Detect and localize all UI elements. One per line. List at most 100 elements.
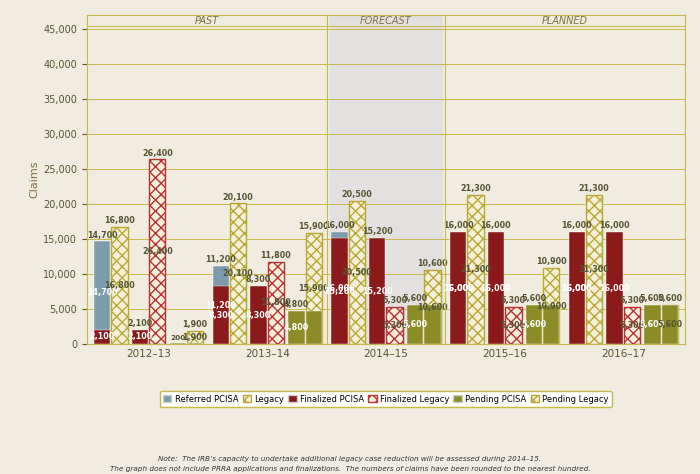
- Text: 5,300: 5,300: [620, 321, 645, 330]
- Bar: [331, 232, 348, 344]
- Text: 20,500: 20,500: [342, 190, 372, 199]
- Bar: [407, 305, 424, 344]
- Bar: [111, 227, 127, 344]
- Text: 16,000: 16,000: [324, 221, 355, 230]
- Text: 15,200: 15,200: [362, 287, 393, 296]
- Text: 20,100: 20,100: [223, 269, 253, 278]
- Bar: [586, 195, 603, 344]
- Bar: [543, 268, 559, 344]
- Bar: [213, 266, 229, 344]
- Text: 15,900: 15,900: [298, 284, 329, 293]
- Bar: [662, 305, 678, 344]
- Text: 5,300: 5,300: [500, 321, 526, 330]
- Text: 11,800: 11,800: [260, 299, 291, 308]
- Bar: [251, 286, 267, 344]
- Text: 16,000: 16,000: [561, 221, 592, 230]
- Bar: [187, 331, 203, 344]
- Bar: [305, 233, 322, 344]
- Text: 5,600: 5,600: [657, 294, 682, 303]
- Text: 8,300: 8,300: [246, 311, 271, 320]
- Text: 5,300: 5,300: [382, 296, 407, 305]
- Text: 11,200: 11,200: [205, 301, 236, 310]
- Bar: [331, 238, 348, 344]
- Bar: [349, 201, 365, 344]
- Bar: [568, 232, 585, 344]
- Text: 14,700: 14,700: [87, 230, 118, 239]
- Bar: [267, 262, 284, 344]
- Text: 5,600: 5,600: [522, 294, 546, 303]
- Bar: [468, 195, 484, 344]
- Text: 20,100: 20,100: [223, 193, 253, 202]
- Bar: [505, 307, 522, 344]
- Text: 5,600: 5,600: [657, 320, 682, 329]
- Bar: [488, 232, 504, 344]
- Text: 16,000: 16,000: [561, 284, 592, 293]
- Text: 15,200: 15,200: [324, 287, 355, 296]
- Legend: Referred PCISA, Legacy, Finalized PCISA, Finalized Legacy, Pending PCISA, Pendin: Referred PCISA, Legacy, Finalized PCISA,…: [160, 392, 612, 407]
- Text: 1,900: 1,900: [183, 333, 208, 342]
- Text: PAST: PAST: [195, 16, 219, 26]
- Text: 5,600: 5,600: [402, 320, 428, 329]
- Text: 8,300: 8,300: [208, 311, 233, 320]
- Text: 21,300: 21,300: [579, 265, 610, 274]
- Text: PLANNED: PLANNED: [542, 16, 588, 26]
- Bar: [624, 307, 641, 344]
- Text: 11,800: 11,800: [260, 251, 291, 260]
- Text: 16,800: 16,800: [104, 281, 135, 290]
- Bar: [369, 238, 386, 344]
- Text: The graph does not include PRRA applications and finalizations.  The numbers of : The graph does not include PRRA applicat…: [110, 465, 590, 472]
- Text: FORECAST: FORECAST: [360, 16, 412, 26]
- Y-axis label: Claims: Claims: [29, 161, 39, 199]
- Text: 4,800: 4,800: [284, 323, 309, 332]
- Bar: [94, 329, 111, 344]
- Text: 16,000: 16,000: [324, 284, 355, 293]
- Text: 10,600: 10,600: [417, 259, 448, 268]
- Bar: [132, 329, 148, 344]
- Bar: [450, 232, 466, 344]
- Text: 16,000: 16,000: [443, 284, 473, 293]
- Bar: [213, 286, 229, 344]
- Bar: [230, 203, 246, 344]
- Bar: [386, 307, 402, 344]
- Bar: [424, 305, 440, 344]
- Text: 16,000: 16,000: [599, 284, 630, 293]
- Text: 14,700: 14,700: [87, 288, 118, 297]
- Bar: [149, 159, 165, 344]
- Text: 16,000: 16,000: [481, 221, 511, 230]
- Text: 21,300: 21,300: [579, 184, 610, 193]
- Text: 10,900: 10,900: [536, 301, 566, 310]
- Text: 5,600: 5,600: [640, 320, 665, 329]
- Text: 16,000: 16,000: [599, 221, 630, 230]
- Text: 21,300: 21,300: [460, 184, 491, 193]
- Bar: [424, 270, 440, 344]
- Bar: [187, 343, 203, 344]
- Text: 15,200: 15,200: [362, 227, 393, 236]
- Text: 16,800: 16,800: [104, 216, 135, 225]
- Bar: [568, 232, 585, 344]
- Text: 2,100: 2,100: [127, 319, 153, 328]
- Text: 5,600: 5,600: [640, 294, 665, 303]
- Bar: [526, 305, 542, 344]
- Bar: [305, 310, 322, 344]
- Text: 26,400: 26,400: [142, 247, 173, 256]
- Text: 21,300: 21,300: [460, 265, 491, 274]
- Text: 8,300: 8,300: [246, 275, 271, 284]
- Text: 16,000: 16,000: [481, 284, 511, 293]
- Text: 15,900: 15,900: [298, 222, 329, 231]
- Bar: [94, 241, 111, 344]
- Text: 16,000: 16,000: [561, 284, 592, 293]
- Bar: [288, 310, 304, 344]
- Text: 11,200: 11,200: [205, 255, 236, 264]
- Bar: [330, 15, 442, 344]
- Bar: [644, 305, 661, 344]
- Text: 2,100: 2,100: [90, 332, 115, 341]
- Text: 5,300: 5,300: [500, 296, 526, 305]
- Text: 20,500: 20,500: [342, 268, 372, 277]
- Text: 5,300: 5,300: [620, 296, 645, 305]
- Bar: [543, 305, 559, 344]
- Text: 10,600: 10,600: [417, 303, 448, 312]
- Text: 10,900: 10,900: [536, 257, 566, 266]
- Text: 16,000: 16,000: [443, 284, 473, 293]
- Text: 4,800: 4,800: [284, 300, 309, 309]
- Bar: [169, 343, 186, 344]
